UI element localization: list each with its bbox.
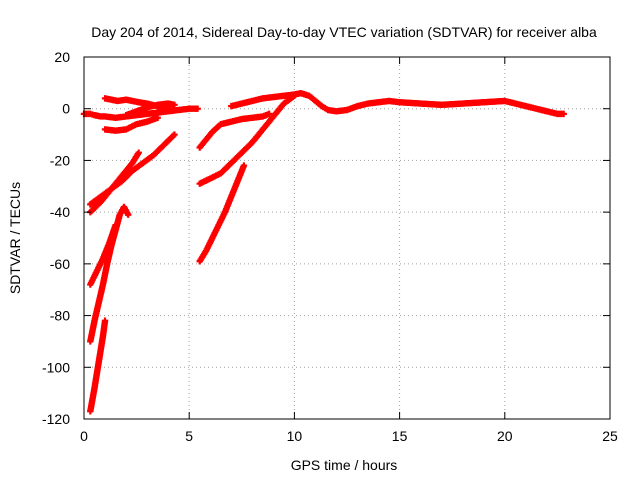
y-tick-label: -120 — [42, 411, 70, 427]
series-s1 — [80, 105, 201, 121]
series-s11 — [228, 90, 567, 118]
x-tick-label: 5 — [185, 428, 193, 444]
y-tick-label: -20 — [50, 152, 70, 168]
grid — [84, 57, 610, 419]
y-tick-label: -100 — [42, 359, 70, 375]
x-tick-label: 10 — [287, 428, 303, 444]
data-point — [124, 211, 132, 218]
series-s12 — [196, 92, 298, 187]
plot-frame — [83, 56, 611, 420]
data-point — [154, 114, 161, 121]
y-tick-label: 20 — [54, 49, 70, 65]
series-s6 — [87, 149, 142, 216]
x-tick-label: 20 — [497, 428, 513, 444]
y-tick-label: 0 — [62, 101, 70, 117]
series-s7 — [87, 221, 119, 288]
data-point — [265, 110, 273, 118]
data-point — [194, 105, 201, 112]
axis-ticks: 0 5 10 15 20 25 -120 -100 -80 -60 -40 -20 0 20 — [42, 49, 618, 444]
data-point — [171, 101, 178, 109]
data-point — [240, 162, 248, 169]
y-tick-label: -60 — [50, 256, 70, 272]
x-axis-label: GPS time / hours — [291, 457, 398, 473]
data-point — [291, 92, 298, 99]
data-point — [135, 149, 142, 156]
x-tick-label: 25 — [602, 428, 618, 444]
chart-title: Day 204 of 2014, Sidereal Day-to-day VTE… — [91, 24, 597, 40]
x-tick-label: 0 — [80, 428, 88, 444]
data-marks — [80, 90, 567, 415]
series-s13 — [196, 162, 248, 265]
series-s8 — [87, 203, 132, 345]
y-axis-label: SDTVAR / TECUs — [7, 182, 23, 294]
series-s10 — [196, 110, 273, 151]
y-tick-label: -40 — [50, 204, 70, 220]
y-tick-label: -80 — [50, 308, 70, 324]
x-tick-label: 15 — [392, 428, 408, 444]
series-s9 — [87, 317, 109, 415]
series-s3 — [122, 100, 178, 119]
data-point — [101, 317, 109, 324]
data-point — [171, 131, 178, 138]
data-point — [560, 110, 567, 118]
series-s4 — [101, 114, 161, 134]
